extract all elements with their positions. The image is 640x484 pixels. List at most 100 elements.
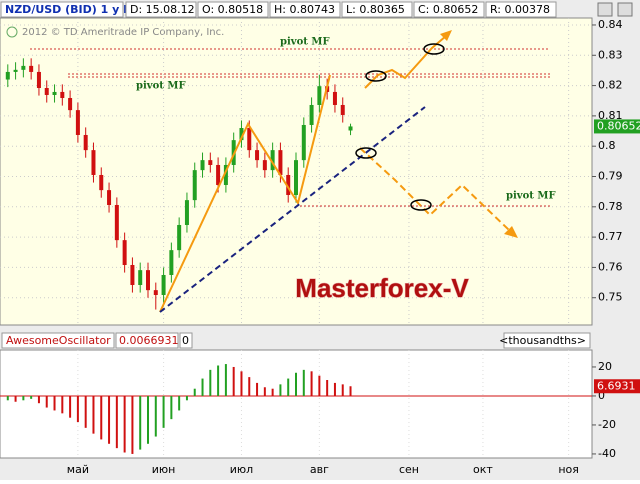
candle-body [223,164,228,185]
x-tick-label: июн [152,463,176,476]
header-box [197,1,269,18]
y-tick-label: 0.79 [598,170,623,183]
candle-body [122,240,127,265]
candle-body [44,88,49,95]
candle-body [5,71,10,80]
header-box [269,1,341,18]
candle-body [60,91,65,99]
candle-body [75,110,80,135]
marker [410,199,432,211]
y-tick-label: 0.77 [598,230,623,243]
y-tick-label: -40 [598,447,616,460]
y-tick-label: -20 [598,418,616,431]
candle-body [200,160,205,171]
header-box [179,332,193,349]
candle-body [332,91,337,105]
wave-line [159,74,331,313]
candle-body [13,69,18,72]
y-tick-label: 0.82 [598,79,623,92]
indicator-value: 0.0066931 [119,334,179,347]
y-tick-label: 0.78 [598,200,623,213]
candle-body [255,150,260,161]
header-low: L: 0.80365 [346,3,405,16]
candle-body [146,270,150,291]
annotations [30,30,550,313]
header-box [125,1,197,18]
oscillator-panel [0,349,593,459]
candle-body [294,160,298,195]
y-tick-label: 0.75 [598,291,623,304]
last-value-label: 6.6931 [597,379,636,392]
header-box [0,1,124,18]
header-open: O: 0.80518 [202,3,263,16]
pivot-label: pivot MF [136,81,186,92]
candle-body [340,104,345,115]
last-price-label: 0.80652 [597,119,640,132]
header-box [485,1,557,18]
y-tick-label: 0.76 [598,260,623,273]
x-tick-label: ноя [558,463,579,476]
x-tick-label: окт [473,463,493,476]
candle-body [29,65,34,72]
header-box [115,332,179,349]
candle-body [138,270,143,285]
brand: Masterforex-V [295,273,469,303]
header-close: C: 0.80652 [418,3,478,16]
x-tick-label: май [67,463,89,476]
units: <thousandths> [499,334,586,347]
header-high: H: 0.80743 [274,3,335,16]
candle-body [107,190,112,205]
candle-body [309,104,314,125]
window-button[interactable] [617,2,633,17]
candle-body [286,174,291,195]
header-box [341,1,413,18]
candle-body [270,150,275,171]
candle-body [208,160,213,165]
y-tick-label: 0.83 [598,48,623,61]
candle-body [21,65,26,70]
y-tick-label: 0.8 [598,139,616,152]
candle-body [169,250,174,275]
candle-body [278,150,283,175]
candle-body [153,290,158,295]
header-box [1,332,115,349]
indicator-name: AwesomeOscillator [6,334,111,347]
forecast-up [364,35,447,89]
candle-body [161,274,166,295]
candle-body [99,174,104,191]
candle-body [83,134,88,151]
candle-body [348,126,353,131]
pivot-label: pivot MF [280,37,330,48]
trend-line [159,106,426,313]
y-tick-label: 0.84 [598,18,623,31]
header-date: D: 15.08.12 [130,3,195,16]
candle-body [301,124,306,161]
header-box [503,332,591,349]
candle-body [130,264,135,285]
window-button[interactable] [597,2,613,17]
symbol: NZD/USD (BID) 1 y D [5,3,132,16]
y-tick-label: 0.81 [598,109,623,122]
y-tick-label: 20 [598,360,612,373]
candle-body [68,98,73,111]
candle-body [247,128,252,151]
arrow-head [440,30,452,41]
candle-body [216,164,221,185]
icon [6,26,18,38]
candle-body [262,160,267,171]
candle-body [114,204,119,241]
header-box [413,1,485,18]
candle-body [192,170,197,201]
arrow-head [504,226,518,238]
candle-body [91,150,96,175]
x-tick-label: авг [310,463,329,476]
last-price-box [594,119,640,134]
marker [423,43,445,55]
marker [365,70,387,82]
copyright: 2012 © TD Ameritrade IP Company, Inc. [22,27,224,38]
indicator-shift: 0 [182,334,189,347]
header-range: R: 0.00378 [490,3,550,16]
last-value-box [594,379,640,394]
